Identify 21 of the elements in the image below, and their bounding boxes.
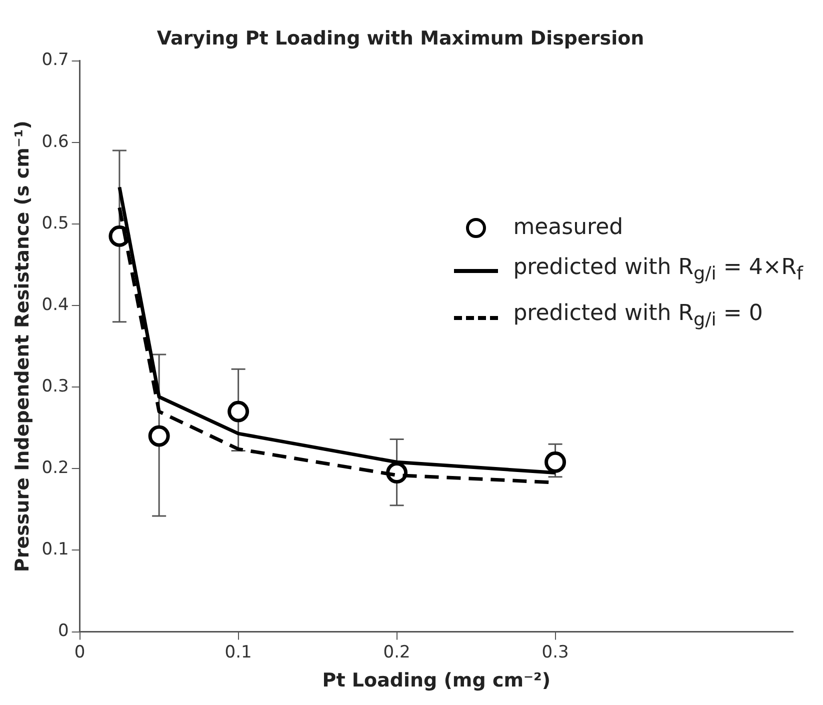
y-tick-label: 0.7 (42, 50, 69, 70)
y-tick-label: 0.2 (42, 458, 69, 478)
y-axis-title: Pressure Independent Resistance (s cm⁻¹) (11, 120, 34, 572)
legend-label: predicted with R$_{g/i}$ = 4×R$_{f}$ (513, 254, 803, 286)
y-tick-label: 0.4 (42, 294, 69, 315)
y-tick-label: 0 (58, 621, 69, 642)
point (148, 425, 170, 447)
x-tick-label: 0.1 (224, 642, 252, 662)
x-tick-label: 0.3 (542, 642, 569, 662)
x-tick-label: 0 (74, 642, 86, 662)
y-tick-label: 0.5 (42, 213, 69, 234)
x-tick-label: 0.2 (383, 642, 410, 662)
legend-label: measured (513, 214, 624, 242)
y-tick-label: 0.6 (42, 132, 69, 152)
legend-label: predicted with R$_{g/i}$ = 0 (513, 300, 763, 333)
x-axis-title: Pt Loading (mg cm⁻²) (322, 670, 551, 692)
y-tick-label: 0.1 (42, 540, 69, 560)
chart-title: Varying Pt Loading with Maximum Dispersion (156, 27, 644, 50)
y-tick-label: 0.3 (42, 376, 69, 397)
point (544, 451, 566, 473)
point (228, 400, 250, 422)
